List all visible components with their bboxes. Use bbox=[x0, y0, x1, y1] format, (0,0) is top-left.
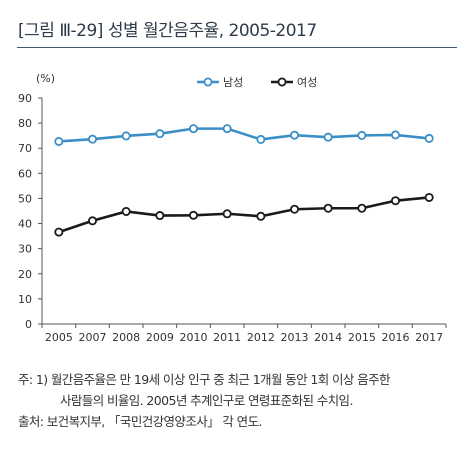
y-tick-label: 30 bbox=[18, 243, 32, 256]
y-tick-label: 0 bbox=[25, 318, 32, 331]
legend-marker bbox=[203, 77, 213, 87]
y-tick-label: 40 bbox=[18, 218, 32, 231]
data-point bbox=[188, 124, 198, 134]
y-tick-label: 90 bbox=[18, 92, 32, 105]
data-point bbox=[256, 134, 266, 144]
x-tick-label: 2014 bbox=[314, 331, 342, 344]
y-tick-label: 10 bbox=[18, 293, 32, 306]
legend-label: 남성 bbox=[223, 76, 243, 89]
figure-title: [그림 Ⅲ-29] 성별 월간음주율, 2005-2017 bbox=[18, 21, 317, 41]
x-tick-label: 2011 bbox=[213, 331, 241, 344]
legend-label: 여성 bbox=[297, 76, 317, 89]
x-tick-label: 2013 bbox=[281, 331, 309, 344]
data-point bbox=[390, 130, 400, 140]
data-point bbox=[88, 216, 98, 226]
data-point bbox=[323, 203, 333, 213]
data-point bbox=[155, 211, 165, 221]
note-line-2: 사람들의 비율임. 2005년 추계인구로 연령표준화된 수치임. bbox=[60, 393, 353, 408]
y-tick-label: 70 bbox=[18, 142, 32, 155]
x-tick-label: 2007 bbox=[79, 331, 107, 344]
y-tick-label: 60 bbox=[18, 167, 32, 180]
y-tick-label: 20 bbox=[18, 268, 32, 281]
data-point bbox=[424, 133, 434, 143]
data-point bbox=[357, 130, 367, 140]
x-tick-label: 2012 bbox=[247, 331, 275, 344]
data-point bbox=[54, 227, 64, 237]
data-point bbox=[357, 203, 367, 213]
data-point bbox=[256, 211, 266, 221]
data-point bbox=[88, 134, 98, 144]
data-point bbox=[424, 192, 434, 202]
data-point bbox=[323, 132, 333, 142]
data-point bbox=[390, 196, 400, 206]
data-point bbox=[222, 124, 232, 134]
x-tick-label: 2016 bbox=[382, 331, 410, 344]
data-point bbox=[222, 209, 232, 219]
data-point bbox=[155, 129, 165, 139]
source-line: 출처: 보건복지부, 「국민건강영양조사」 각 연도. bbox=[18, 414, 262, 429]
data-point bbox=[289, 204, 299, 214]
x-tick-label: 2015 bbox=[348, 331, 376, 344]
y-axis-unit: (%) bbox=[36, 72, 55, 85]
data-point bbox=[121, 207, 131, 217]
x-tick-label: 2005 bbox=[45, 331, 73, 344]
data-point bbox=[121, 131, 131, 141]
data-point bbox=[188, 210, 198, 220]
legend-marker bbox=[277, 77, 287, 87]
title-divider bbox=[17, 47, 457, 48]
note-line-1: 주: 1) 월간음주율은 만 19세 이상 인구 중 최근 1개월 동안 1회 … bbox=[18, 372, 391, 387]
x-tick-label: 2008 bbox=[112, 331, 140, 344]
y-tick-label: 50 bbox=[18, 192, 32, 205]
figure-notes: 주: 1) 월간음주율은 만 19세 이상 인구 중 최근 1개월 동안 1회 … bbox=[18, 369, 391, 432]
data-point bbox=[289, 130, 299, 140]
x-tick-label: 2010 bbox=[180, 331, 208, 344]
line-chart: (%) 0 10 20 30 40 50 60 70 80 90 2005 2007 2008 2009 20… bbox=[18, 72, 447, 344]
series-line-1 bbox=[58, 127, 430, 143]
series-line-2 bbox=[58, 196, 430, 234]
y-tick-label: 80 bbox=[18, 117, 32, 130]
x-tick-label: 2017 bbox=[415, 331, 443, 344]
x-tick-label: 2009 bbox=[146, 331, 174, 344]
data-point bbox=[54, 136, 64, 146]
